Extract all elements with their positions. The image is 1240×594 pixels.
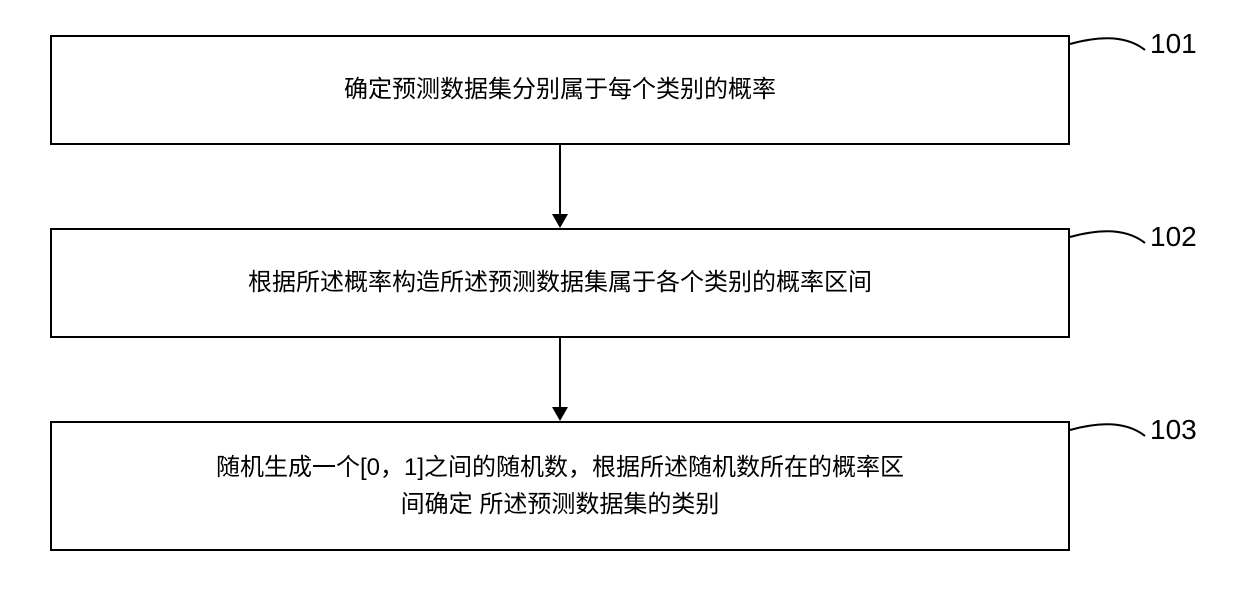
flowchart-canvas: 确定预测数据集分别属于每个类别的概率 101 根据所述概率构造所述预测数据集属于各个… — [0, 0, 1240, 594]
connector-line-0 — [559, 145, 561, 214]
step-box-103: 随机生成一个[0，1]之间的随机数，根据所述随机数所在的概率区 间确定 所述预测… — [50, 421, 1070, 551]
step-box-102: 根据所述概率构造所述预测数据集属于各个类别的概率区间 — [50, 228, 1070, 338]
step-label-102: 102 — [1150, 221, 1197, 253]
step-box-101: 确定预测数据集分别属于每个类别的概率 — [50, 35, 1070, 145]
callout-103 — [1066, 412, 1149, 440]
step-label-101: 101 — [1150, 28, 1197, 60]
callout-101 — [1066, 26, 1149, 54]
step-text-101: 确定预测数据集分别属于每个类别的概率 — [344, 71, 776, 108]
callout-102 — [1066, 219, 1149, 247]
step-text-102: 根据所述概率构造所述预测数据集属于各个类别的概率区间 — [248, 264, 872, 301]
step-text-103: 随机生成一个[0，1]之间的随机数，根据所述随机数所在的概率区 间确定 所述预测… — [216, 449, 904, 523]
connector-line-1 — [559, 338, 561, 407]
step-label-103: 103 — [1150, 414, 1197, 446]
connector-arrow-1 — [552, 407, 568, 421]
connector-arrow-0 — [552, 214, 568, 228]
